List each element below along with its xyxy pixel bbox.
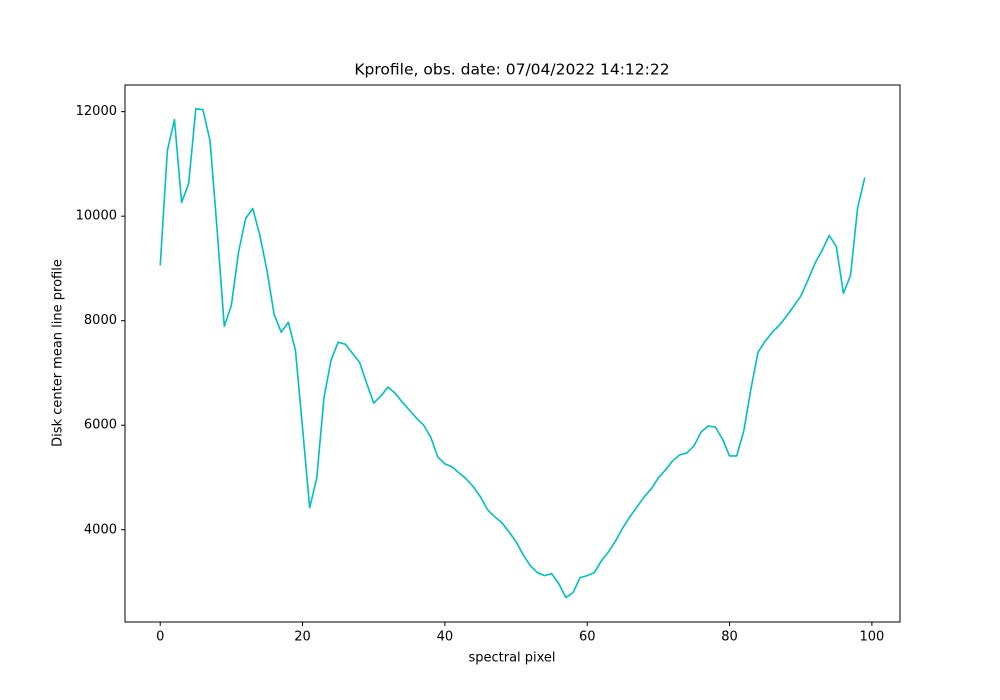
chart-title: Kprofile, obs. date: 07/04/2022 14:12:22 [354, 61, 669, 79]
data-line [159, 107, 866, 599]
y-axis-label: Disk center mean line profile [51, 259, 66, 447]
x-tick-label: 80 [721, 630, 738, 645]
x-tick-label: 0 [156, 630, 164, 645]
x-tick-label: 100 [859, 630, 884, 645]
y-tick-label: 6000 [84, 418, 117, 433]
y-tick-label: 12000 [76, 104, 117, 119]
y-tick-label: 8000 [84, 313, 117, 328]
x-tick-label: 60 [579, 630, 596, 645]
x-tick-label: 40 [437, 630, 454, 645]
y-tick-label: 10000 [76, 209, 117, 224]
plot-frame [124, 84, 901, 623]
y-tick-label: 4000 [84, 522, 117, 537]
x-tick-label: 20 [294, 630, 311, 645]
x-axis-label: spectral pixel [468, 651, 555, 666]
